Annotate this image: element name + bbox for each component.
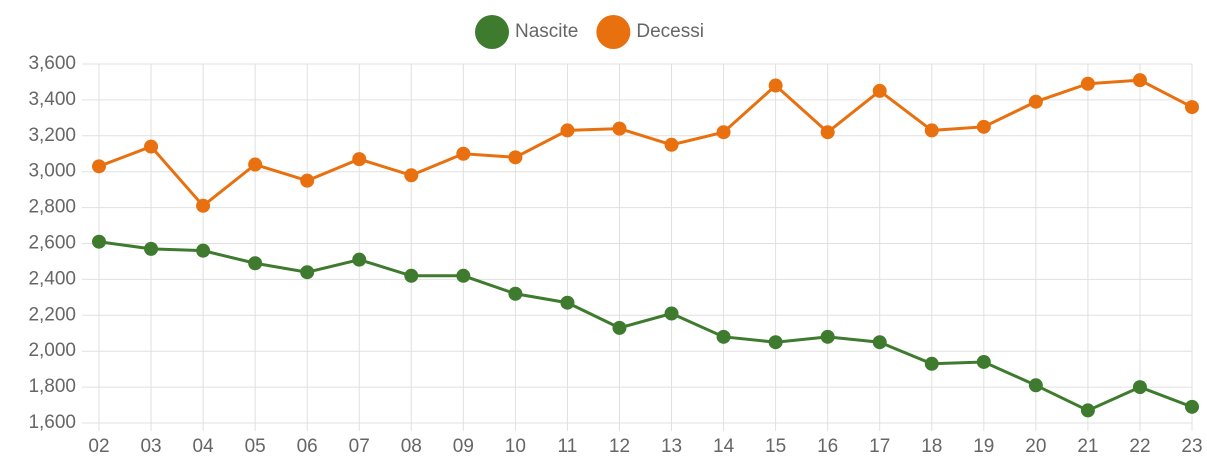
data-point <box>404 268 419 283</box>
x-tick-label: 14 <box>713 436 735 457</box>
x-tick-label: 07 <box>349 436 370 457</box>
data-point <box>612 320 627 335</box>
data-point <box>1132 380 1147 395</box>
data-point <box>300 265 315 280</box>
legend-label: Nascite <box>515 21 578 42</box>
data-point <box>664 306 679 321</box>
x-tick-label: 23 <box>1181 436 1202 457</box>
data-point <box>196 243 211 258</box>
data-point <box>144 241 159 256</box>
x-tick-label: 17 <box>869 436 890 457</box>
data-point <box>716 125 731 140</box>
data-point <box>768 335 783 350</box>
y-tick-label: 3,200 <box>28 125 76 146</box>
data-point <box>300 173 315 188</box>
data-point <box>144 139 159 154</box>
data-point <box>352 252 367 267</box>
data-point <box>508 286 523 301</box>
y-tick-label: 2,400 <box>28 268 76 289</box>
data-point <box>1080 76 1095 91</box>
series-line <box>98 78 1193 208</box>
x-tick-label: 20 <box>1025 436 1046 457</box>
x-tick-label: 02 <box>88 436 109 457</box>
legend-marker <box>475 15 509 49</box>
y-tick-label: 3,400 <box>28 89 76 110</box>
x-tick-label: 16 <box>817 436 838 457</box>
y-tick-label: 2,800 <box>28 197 76 218</box>
legend-label: Decessi <box>636 21 704 42</box>
data-point <box>560 123 575 138</box>
data-point <box>612 121 627 136</box>
data-point <box>768 78 783 93</box>
x-tick-label: 21 <box>1077 436 1098 457</box>
x-tick-label: 22 <box>1129 436 1150 457</box>
y-tick-label: 2,600 <box>28 233 76 254</box>
data-point <box>872 335 887 350</box>
data-point <box>664 137 679 152</box>
data-point <box>92 159 106 174</box>
x-tick-label: 10 <box>505 436 526 457</box>
data-point <box>1028 94 1043 109</box>
x-tick-label: 05 <box>245 436 266 457</box>
y-tick-label: 1,800 <box>28 376 76 397</box>
y-tick-label: 2,200 <box>28 304 76 325</box>
data-point <box>248 157 263 172</box>
x-tick-label: 19 <box>973 436 994 457</box>
data-point <box>404 168 419 183</box>
data-point <box>976 354 991 369</box>
x-tick-label: 04 <box>193 436 215 457</box>
x-tick-label: 06 <box>297 436 318 457</box>
data-point <box>248 256 263 271</box>
x-tick-label: 08 <box>401 436 422 457</box>
data-point <box>924 123 939 138</box>
data-point <box>1185 399 1199 414</box>
data-point <box>1080 403 1095 418</box>
data-point <box>352 152 367 167</box>
y-tick-label: 2,000 <box>28 340 76 361</box>
data-point <box>924 356 939 371</box>
data-point <box>508 150 523 165</box>
x-tick-label: 18 <box>921 436 942 457</box>
data-point <box>92 234 106 249</box>
x-tick-label: 03 <box>140 436 161 457</box>
data-point <box>872 83 887 98</box>
x-tick-label: 12 <box>609 436 630 457</box>
data-point <box>456 268 471 283</box>
data-point <box>716 329 731 344</box>
x-tick-label: 13 <box>661 436 682 457</box>
data-point <box>456 146 471 161</box>
data-point <box>820 329 835 344</box>
data-point <box>196 198 211 213</box>
y-tick-label: 3,600 <box>28 53 76 74</box>
data-point <box>1132 73 1147 88</box>
legend-marker <box>596 15 631 49</box>
y-tick-label: 3,000 <box>28 161 76 182</box>
x-tick-label: 11 <box>558 436 578 457</box>
data-point <box>1028 378 1043 393</box>
y-tick-label: 1,600 <box>28 412 76 433</box>
data-point <box>976 119 991 134</box>
data-point <box>820 125 835 140</box>
data-point <box>1185 100 1199 115</box>
x-tick-label: 15 <box>765 436 786 457</box>
x-tick-label: 09 <box>453 436 474 457</box>
data-point <box>560 295 575 310</box>
series-line <box>98 240 1193 413</box>
